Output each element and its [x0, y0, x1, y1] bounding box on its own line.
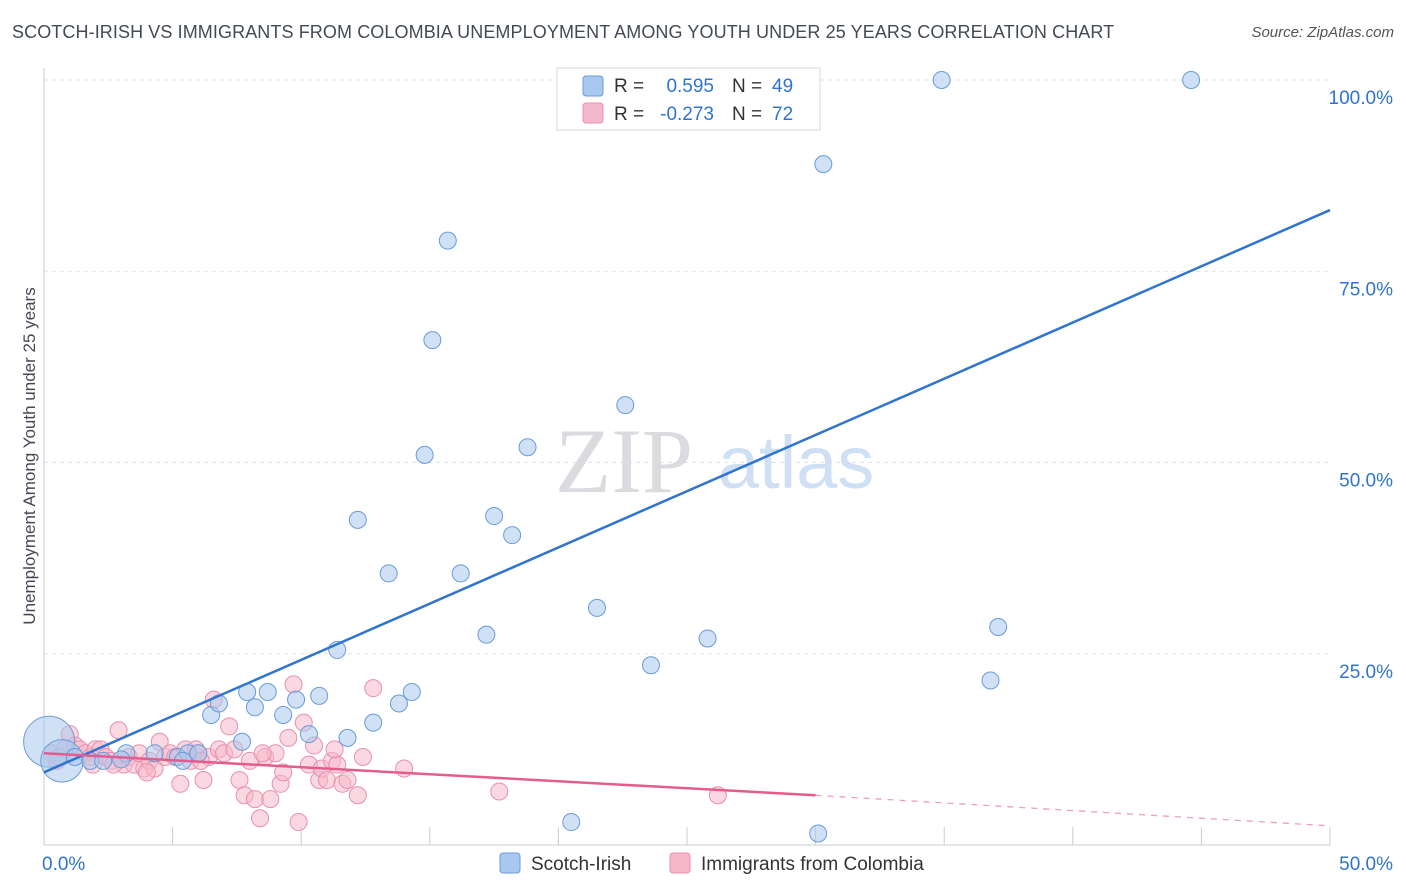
point-scotch-irish — [932, 71, 951, 89]
point-scotch-irish — [451, 564, 470, 583]
trend-lines — [43, 208, 1331, 827]
stats-n-label-colombia: N = — [732, 104, 762, 125]
point-colombia — [338, 770, 357, 789]
point-scotch-irish — [814, 155, 833, 174]
point-colombia — [364, 679, 383, 698]
point-scotch-irish — [587, 598, 606, 617]
source-label: Source: ZipAtlas.com — [1251, 24, 1394, 41]
stats-n-value-colombia: 72 — [772, 104, 793, 125]
point-colombia — [490, 782, 509, 801]
point-scotch-irish — [389, 694, 408, 713]
stats-r-label-scotch-irish: R = — [614, 76, 644, 97]
point-colombia — [274, 763, 293, 782]
y-tick-labels: 25.0% 50.0% 75.0% 100.0% — [1329, 88, 1394, 683]
point-colombia — [261, 790, 280, 809]
stats-n-label-scotch-irish: N = — [732, 76, 762, 97]
stats-r-label-colombia: R = — [614, 104, 644, 125]
watermark-zip: ZIP — [555, 410, 693, 512]
point-scotch-irish — [562, 813, 581, 832]
point-colombia — [348, 786, 367, 805]
point-scotch-irish — [402, 683, 421, 701]
legend-label-colombia: Immigrants from Colombia — [701, 854, 924, 875]
point-scotch-irish — [299, 725, 318, 744]
trend-line-colombia-extrapolated — [815, 794, 1331, 827]
legend-label-scotch-irish: Scotch-Irish — [531, 854, 631, 875]
point-scotch-irish — [1182, 71, 1201, 89]
point-scotch-irish — [616, 396, 635, 415]
point-scotch-irish — [233, 732, 252, 751]
stats-swatch-colombia — [582, 102, 604, 124]
point-scotch-irish — [438, 231, 457, 250]
point-scotch-irish — [258, 683, 277, 701]
point-scotch-irish — [274, 705, 293, 724]
point-scotch-irish — [423, 331, 442, 350]
stats-swatch-scotch-irish — [582, 75, 604, 97]
chart-title: SCOTCH-IRISH VS IMMIGRANTS FROM COLOMBIA… — [12, 22, 1115, 42]
y-tick-label: 75.0% — [1339, 279, 1393, 300]
point-colombia — [279, 728, 298, 747]
point-colombia — [251, 809, 270, 828]
series-scotch-irish — [23, 71, 1201, 843]
point-scotch-irish — [379, 564, 398, 583]
trend-line-scotch-irish — [43, 208, 1331, 774]
y-tick-label: 25.0% — [1339, 662, 1393, 683]
point-scotch-irish — [245, 698, 264, 717]
point-colombia — [137, 763, 156, 782]
legend-swatch-colombia — [669, 852, 691, 874]
point-scotch-irish — [809, 824, 828, 843]
point-scotch-irish — [348, 510, 367, 529]
x-tick-labels: 0.0% 50.0% — [42, 854, 1393, 875]
point-scotch-irish — [338, 728, 357, 747]
point-scotch-irish — [698, 629, 717, 648]
gridlines — [44, 79, 1330, 655]
point-scotch-irish — [518, 438, 537, 457]
point-scotch-irish — [310, 686, 329, 705]
point-colombia — [289, 813, 308, 832]
trend-line-colombia — [43, 751, 816, 797]
point-colombia — [317, 770, 336, 789]
point-scotch-irish — [641, 656, 660, 675]
point-colombia — [245, 790, 264, 809]
point-colombia — [230, 770, 249, 789]
point-colombia — [353, 748, 372, 767]
x-tick-label: 0.0% — [42, 854, 85, 875]
point-scotch-irish — [503, 526, 522, 545]
point-scotch-irish — [981, 671, 1000, 690]
point-scotch-irish — [145, 744, 164, 763]
point-scotch-irish — [989, 617, 1008, 636]
point-scotch-irish — [364, 713, 383, 732]
point-colombia — [325, 740, 344, 759]
point-colombia — [253, 744, 272, 763]
x-tick-label: 50.0% — [1339, 854, 1393, 875]
legend-swatch-scotch-irish — [499, 852, 521, 874]
bottom-legend: Scotch-Irish Immigrants from Colombia — [499, 852, 924, 875]
point-scotch-irish — [112, 750, 131, 769]
stats-legend: R = 0.595 N = 49 R = -0.273 N = 72 — [556, 67, 821, 131]
point-colombia — [395, 759, 414, 778]
point-scotch-irish — [477, 625, 496, 644]
point-colombia — [194, 770, 213, 789]
x-ticks — [172, 827, 1331, 845]
zipatlas-watermark: ZIP atlas — [555, 410, 874, 512]
stats-n-value-scotch-irish: 49 — [772, 76, 793, 97]
watermark-atlas: atlas — [718, 421, 874, 504]
point-scotch-irish — [189, 744, 208, 763]
point-colombia — [171, 774, 190, 793]
point-scotch-irish — [287, 690, 306, 709]
stats-r-value-scotch-irish: 0.595 — [666, 76, 714, 97]
y-tick-label: 100.0% — [1329, 88, 1394, 109]
y-tick-label: 50.0% — [1339, 471, 1393, 492]
point-scotch-irish — [415, 445, 434, 464]
point-colombia — [284, 675, 303, 694]
stats-r-value-colombia: -0.273 — [660, 104, 714, 125]
point-scotch-irish — [485, 507, 504, 526]
point-colombia — [220, 717, 239, 736]
